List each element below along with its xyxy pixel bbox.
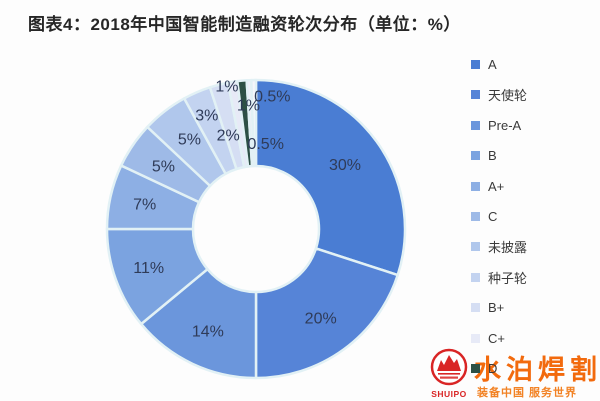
chart-title: 图表4：2018年中国智能制造融资轮次分布（单位：%）: [28, 15, 461, 34]
legend-item: D: [471, 360, 527, 376]
legend-label: D: [488, 360, 498, 376]
slice-label: 7%: [133, 197, 156, 214]
legend-label: A: [488, 57, 497, 72]
slice-label: 2%: [217, 128, 240, 145]
legend-item: C+: [471, 330, 527, 346]
slice-label: 5%: [152, 159, 175, 176]
legend-swatch: [471, 363, 480, 373]
legend-label: 天使轮: [488, 88, 528, 104]
legend-item: B+: [471, 300, 527, 316]
legend-label: C+: [488, 330, 505, 346]
slice-label: 5%: [178, 132, 201, 149]
legend-swatch: [471, 211, 480, 221]
legend-swatch: [471, 120, 480, 130]
legend-swatch: [471, 333, 480, 343]
legend-swatch: [471, 272, 480, 282]
legend-swatch: [471, 181, 480, 191]
slice-label: 3%: [195, 108, 218, 125]
pie-slice: [254, 247, 399, 380]
slice-label: 30%: [329, 157, 361, 174]
shuipo-logo-icon: SHUIPO: [430, 348, 468, 399]
slice-label: 1%: [215, 78, 238, 95]
legend-swatch: [471, 90, 480, 100]
legend-item: Pre-A: [471, 117, 527, 133]
slice-label: 20%: [305, 311, 337, 328]
legend-item: C: [471, 208, 527, 224]
watermark-tagline: 装备中国 服务世界: [477, 387, 578, 399]
legend-item: A: [471, 57, 527, 72]
slice-label: 11%: [133, 260, 164, 277]
legend-swatch: [471, 151, 480, 161]
legend-item: 天使轮: [471, 88, 528, 104]
watermark-brand: 水泊焊割: [474, 355, 600, 385]
slice-label: 0.5%: [247, 136, 283, 153]
slice-label: 1%: [237, 98, 260, 115]
pie-slice: [250, 78, 258, 168]
legend-label: 未披露: [488, 240, 528, 256]
legend-label: B: [488, 148, 497, 164]
legend-item: B: [471, 148, 527, 164]
legend-swatch: [471, 242, 480, 252]
legend-label: A+: [488, 178, 505, 194]
legend-item: 未披露: [471, 240, 528, 256]
legend-label: Pre-A: [488, 117, 522, 133]
legend-item: 种子轮: [471, 270, 528, 286]
slice-label: 14%: [192, 324, 224, 341]
legend-swatch: [471, 303, 480, 313]
legend-label: C: [488, 208, 498, 224]
legend-swatch: [471, 60, 480, 69]
legend-item: A+: [471, 178, 527, 194]
watermark-brand-en: SHUIPO: [431, 389, 467, 399]
legend-label: 种子轮: [488, 270, 528, 286]
legend-label: B+: [488, 300, 505, 316]
watermark: SHUIPO 水泊焊割 装备中国 服务世界: [428, 347, 600, 401]
chart-legend: A 天使轮 Pre-A B A+ C 未披露种子轮 B+ C+ D: [471, 57, 528, 392]
slice-label: 0.5%: [254, 89, 290, 106]
pie-slice: [254, 78, 407, 277]
